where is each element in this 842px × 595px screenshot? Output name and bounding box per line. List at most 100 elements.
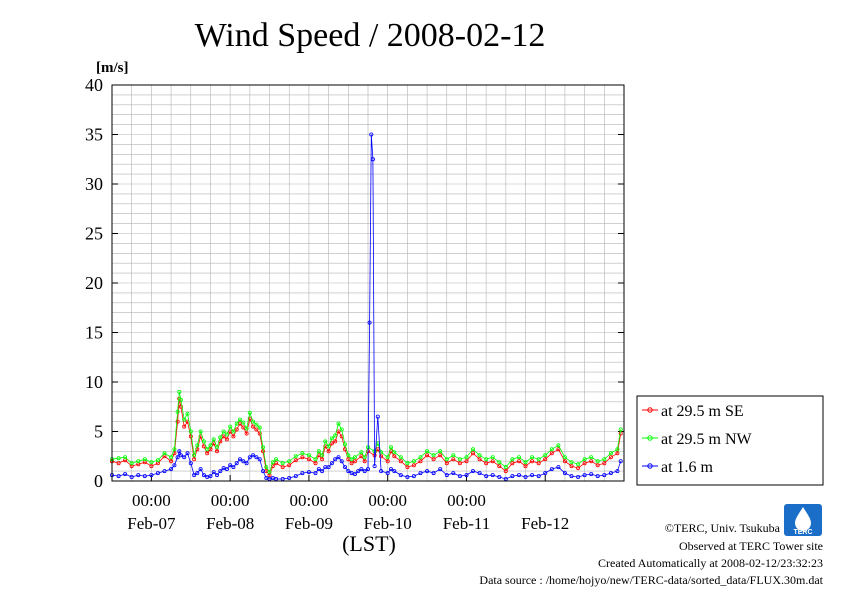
data-point — [192, 453, 197, 458]
data-point — [280, 461, 285, 466]
x-tick-time-label: 00:00 — [447, 491, 486, 510]
legend-label: at 29.5 m SE — [661, 403, 744, 420]
y-tick-label: 20 — [85, 273, 103, 293]
data-point — [237, 457, 242, 462]
y-tick-label: 0 — [94, 471, 103, 491]
legend-box — [636, 395, 824, 486]
data-point — [205, 447, 210, 452]
data-point — [464, 459, 469, 464]
data-point — [615, 451, 620, 456]
data-point — [201, 439, 206, 444]
data-point — [484, 457, 489, 462]
data-point — [287, 459, 292, 464]
data-point — [457, 457, 462, 462]
x-tick-date-label: Feb-10 — [364, 514, 412, 533]
data-point — [195, 471, 200, 476]
data-point — [339, 459, 344, 464]
data-point — [178, 453, 183, 458]
data-point — [608, 455, 613, 460]
observed-text: Observed at TERC Tower site — [679, 539, 823, 553]
data-point — [392, 469, 397, 474]
data-point — [444, 457, 449, 462]
data-point — [349, 461, 354, 466]
data-point — [346, 469, 351, 474]
data-point — [254, 422, 259, 427]
data-point — [116, 461, 121, 466]
data-point — [405, 461, 410, 466]
x-tick-time-label: 00:00 — [368, 491, 407, 510]
data-point — [457, 474, 462, 479]
data-point — [251, 424, 256, 429]
data-point — [142, 474, 147, 479]
data-point — [438, 453, 443, 458]
data-point — [326, 465, 331, 470]
footer-credits: ©TERC, Univ. Tsukuba Observed at TERC To… — [479, 521, 823, 587]
data-point — [388, 445, 393, 450]
data-point — [490, 459, 495, 464]
data-point — [418, 459, 423, 464]
data-point — [608, 451, 613, 456]
x-tick-date-label: Feb-12 — [521, 514, 569, 533]
data-point — [477, 457, 482, 462]
data-point — [451, 471, 456, 476]
data-point — [582, 461, 587, 466]
terc-logo: TERC — [784, 504, 822, 536]
data-point — [398, 473, 403, 478]
data-point — [398, 459, 403, 464]
data-point — [425, 469, 430, 474]
data-point — [218, 469, 223, 474]
data-point — [244, 461, 249, 466]
data-point — [178, 397, 183, 402]
series-at-29-5-m-nw — [110, 389, 623, 475]
data-point — [333, 457, 338, 462]
data-point — [182, 424, 187, 429]
chart-title: Wind Speed / 2008-02-12 — [195, 17, 546, 54]
data-point — [129, 474, 134, 479]
series-at-1-6-m — [110, 132, 623, 481]
data-point — [595, 474, 600, 479]
data-point — [211, 437, 216, 442]
data-point — [287, 463, 292, 468]
data-point — [392, 450, 397, 455]
data-point — [188, 461, 193, 466]
data-point — [379, 454, 384, 459]
data-point — [589, 455, 594, 460]
data-point — [241, 459, 246, 464]
data-point — [562, 459, 567, 464]
data-point — [470, 469, 475, 474]
y-tick-label: 15 — [85, 323, 103, 343]
data-point — [470, 447, 475, 452]
data-point — [214, 445, 219, 450]
data-point — [178, 404, 183, 409]
data-point — [247, 410, 252, 415]
data-point — [444, 461, 449, 466]
data-point — [608, 471, 613, 476]
data-point — [162, 469, 167, 474]
data-point — [602, 457, 607, 462]
data-point — [556, 465, 561, 470]
data-point — [418, 471, 423, 476]
data-point — [182, 455, 187, 460]
data-point — [569, 460, 574, 465]
data-point — [477, 453, 482, 458]
data-point — [177, 449, 182, 454]
data-point — [323, 439, 328, 444]
data-point — [224, 437, 229, 442]
data-point — [339, 427, 344, 432]
data-point — [316, 467, 321, 472]
data-point — [549, 451, 554, 456]
data-point — [116, 474, 121, 479]
data-point — [149, 464, 154, 469]
data-point — [336, 429, 341, 434]
data-point — [182, 417, 187, 422]
data-point — [169, 467, 174, 472]
data-point — [370, 157, 375, 162]
y-tick-label: 30 — [85, 174, 103, 194]
y-tick-label: 35 — [85, 125, 103, 145]
data-point — [352, 455, 357, 460]
data-point — [618, 427, 623, 432]
x-tick-date-label: Feb-09 — [285, 514, 333, 533]
data-point — [172, 447, 177, 452]
data-point — [484, 474, 489, 479]
data-point — [352, 472, 357, 477]
